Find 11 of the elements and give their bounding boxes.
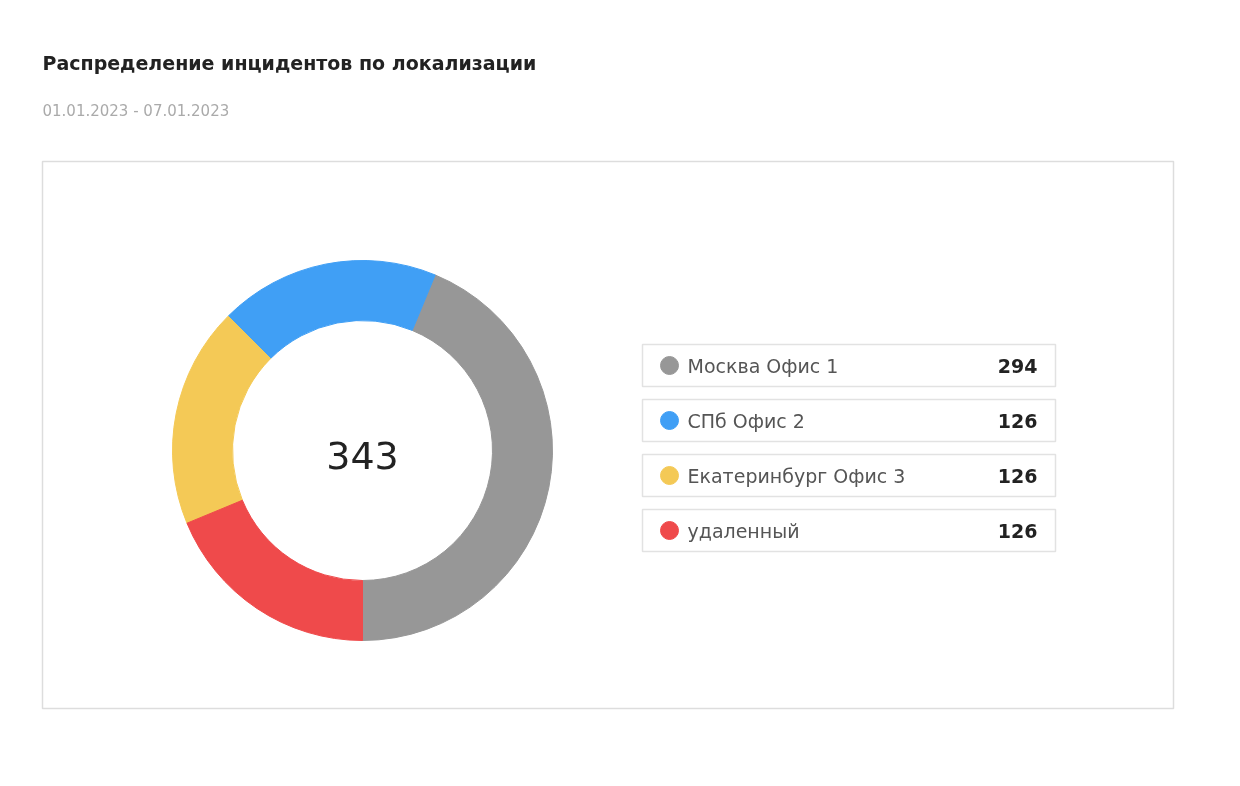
legend-label: Москва Офис 1 <box>687 354 839 377</box>
data-label: 126 <box>997 519 1038 542</box>
data-label: 294 <box>997 354 1038 377</box>
text: 343 <box>326 434 399 478</box>
chart-subtitle: 01.01.2023 - 07.01.2023 <box>42 101 230 120</box>
legend-label: СПб Офис 2 <box>687 409 805 432</box>
data-label: 126 <box>997 409 1038 432</box>
chart-title: Распределение инцидентов по локализации <box>42 51 537 74</box>
legend-label: удаленный <box>687 519 800 542</box>
legend-label: Екатеринбург Офис 3 <box>687 464 906 487</box>
data-label: 126 <box>997 464 1038 487</box>
